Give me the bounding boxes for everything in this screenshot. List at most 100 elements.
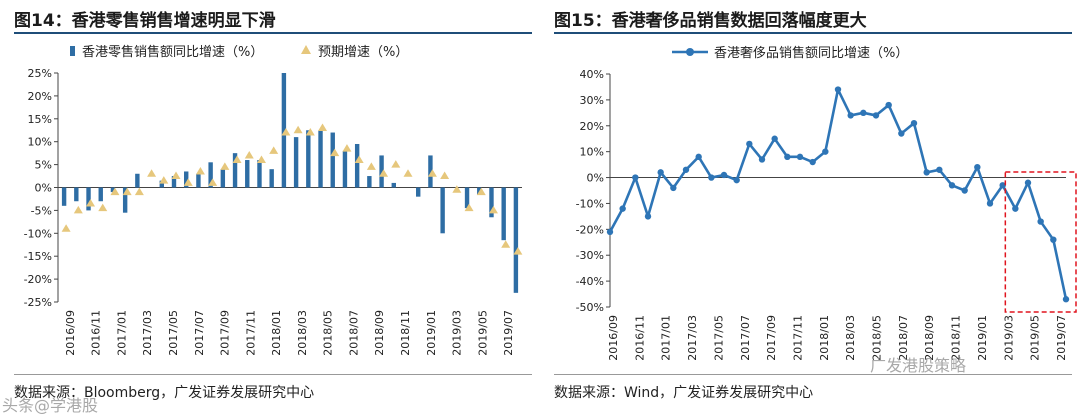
data-point xyxy=(746,140,753,148)
data-point xyxy=(923,169,930,176)
bar xyxy=(354,143,360,188)
data-point xyxy=(986,200,994,207)
expected-growth-point xyxy=(195,166,205,175)
x-tick-label: 2018/01 xyxy=(818,315,831,361)
data-point xyxy=(898,130,905,137)
watermark-text: 头条@学港股 xyxy=(2,396,99,415)
bar xyxy=(416,187,421,197)
legend-label: 香港零售销售额同比增速（%） xyxy=(82,44,263,60)
bar xyxy=(196,173,201,188)
expected-growth-point xyxy=(86,199,96,207)
x-tick-label: 2017/09 xyxy=(765,315,778,361)
x-tick-label: 2017/05 xyxy=(167,310,180,356)
y-tick-label: 0% xyxy=(587,172,604,185)
bar xyxy=(306,130,311,188)
x-tick-label: 2019/03 xyxy=(1002,315,1015,361)
y-tick-label: 40% xyxy=(580,68,604,81)
bar xyxy=(342,150,348,188)
x-tick-label: 2018/09 xyxy=(923,315,936,361)
title-divider xyxy=(14,32,532,34)
data-point xyxy=(670,184,677,192)
legend-marker-swatch xyxy=(686,48,694,56)
expected-growth-point xyxy=(73,205,83,214)
expected-growth-point xyxy=(488,205,498,214)
y-tick-label: 10% xyxy=(28,136,52,149)
data-point xyxy=(771,135,778,142)
y-tick-label: 10% xyxy=(580,146,604,159)
bar xyxy=(171,176,177,188)
data-point xyxy=(936,166,943,173)
data-point xyxy=(961,187,968,194)
x-tick-label: 2017/03 xyxy=(686,315,699,361)
x-tick-label: 2018/11 xyxy=(950,315,963,361)
data-point xyxy=(708,174,715,181)
x-tick-label: 2017/01 xyxy=(660,315,673,361)
y-tick-label: -20% xyxy=(24,273,52,286)
x-tick-label: 2018/01 xyxy=(270,310,283,356)
bar xyxy=(379,155,384,188)
data-point xyxy=(644,213,652,220)
y-tick-label: -40% xyxy=(576,275,604,288)
bar xyxy=(513,187,519,293)
data-point xyxy=(847,112,854,119)
y-tick-label: -5% xyxy=(31,204,52,217)
data-point xyxy=(758,156,766,163)
x-tick-label: 2018/03 xyxy=(296,310,309,356)
x-tick-label: 2019/07 xyxy=(502,310,515,356)
legend-label: 香港奢侈品销售额同比增速（%） xyxy=(714,45,908,61)
expected-growth-point xyxy=(122,187,132,196)
expected-growth-point xyxy=(513,247,523,255)
data-point xyxy=(720,171,728,179)
expected-growth-point xyxy=(366,162,376,170)
bar xyxy=(110,187,116,193)
bar xyxy=(464,187,470,209)
data-point xyxy=(974,164,981,171)
x-tick-label: 2016/09 xyxy=(607,315,620,361)
bar xyxy=(293,137,299,188)
bar xyxy=(61,187,67,206)
left-chart-panel: 图14：香港零售销售增速明显下滑 25% 20% 15% 10% 5% 0% -5% -10%… xyxy=(0,0,540,415)
data-point xyxy=(999,182,1006,189)
expected-growth-point xyxy=(183,178,193,186)
expected-growth-point xyxy=(147,169,157,177)
data-point xyxy=(632,174,639,181)
legend-triangle-swatch xyxy=(301,45,311,54)
bar xyxy=(135,173,140,188)
data-point xyxy=(1037,218,1044,225)
y-tick-label: -30% xyxy=(576,249,604,262)
expected-growth-point xyxy=(159,176,169,184)
bar xyxy=(391,182,396,188)
expected-growth-point xyxy=(354,155,364,164)
data-point xyxy=(606,228,614,236)
x-tick-label: 2019/01 xyxy=(976,315,989,361)
x-tick-label: 2017/11 xyxy=(791,315,804,361)
source-divider xyxy=(554,374,1072,375)
watermark-text: 广发港股策略 xyxy=(870,356,967,375)
y-tick-label: 0% xyxy=(35,182,52,195)
data-point xyxy=(784,153,791,161)
x-tick-label: 2018/07 xyxy=(347,310,360,356)
bar xyxy=(440,187,445,234)
expected-growth-point xyxy=(232,155,242,164)
y-tick-label: -25% xyxy=(24,296,52,309)
data-point xyxy=(910,119,918,127)
x-tick-label: 2018/03 xyxy=(844,315,857,361)
title-divider xyxy=(554,32,1072,34)
expected-growth-point xyxy=(220,162,230,170)
legend-bar-swatch xyxy=(70,46,75,56)
bar xyxy=(184,171,189,188)
x-tick-label: 2017/07 xyxy=(739,315,752,361)
bar xyxy=(501,187,506,241)
expected-growth-point xyxy=(342,144,352,152)
expected-growth-point xyxy=(281,128,291,136)
highlight-box xyxy=(1004,171,1077,313)
y-tick-label: -50% xyxy=(576,301,604,314)
legend-label: 预期增速（%） xyxy=(318,45,408,60)
y-tick-label: 30% xyxy=(580,94,604,107)
chart-title: 图14：香港零售销售增速明显下滑 xyxy=(14,11,276,31)
data-point xyxy=(1024,179,1032,186)
expected-growth-point xyxy=(403,169,413,177)
expected-growth-point xyxy=(208,178,218,186)
expected-growth-point xyxy=(452,185,462,193)
x-tick-label: 2019/05 xyxy=(1029,315,1042,361)
